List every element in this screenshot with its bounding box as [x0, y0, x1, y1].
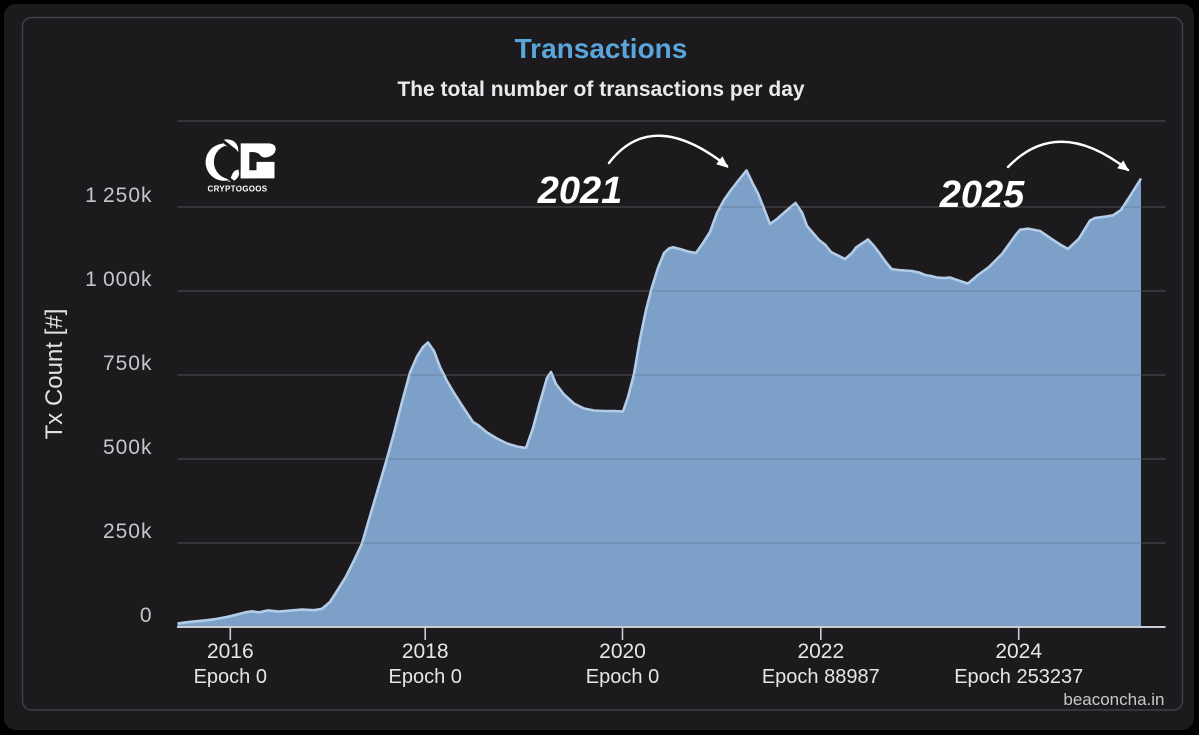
svg-text:250k: 250k [103, 520, 153, 543]
svg-text:Epoch 88987: Epoch 88987 [762, 666, 880, 688]
svg-text:2024: 2024 [995, 640, 1042, 663]
svg-text:2022: 2022 [797, 640, 844, 663]
svg-text:2021: 2021 [537, 170, 623, 212]
svg-text:0: 0 [140, 604, 153, 627]
svg-text:CRYPTOGOOS: CRYPTOGOOS [208, 185, 268, 194]
svg-text:750k: 750k [103, 352, 153, 375]
svg-text:2025: 2025 [939, 174, 1025, 216]
svg-text:2018: 2018 [402, 640, 449, 663]
svg-text:2020: 2020 [599, 640, 646, 663]
svg-text:2016: 2016 [207, 640, 254, 663]
svg-text:Tx Count [#]: Tx Count [#] [41, 309, 68, 440]
svg-text:Epoch 253237: Epoch 253237 [954, 666, 1083, 688]
svg-text:Epoch 0: Epoch 0 [586, 666, 659, 688]
svg-text:500k: 500k [103, 436, 153, 459]
svg-text:Epoch 0: Epoch 0 [194, 666, 267, 688]
svg-text:beaconcha.in: beaconcha.in [1063, 690, 1164, 709]
svg-text:Transactions: Transactions [515, 33, 688, 64]
svg-text:Epoch 0: Epoch 0 [389, 666, 462, 688]
svg-text:1 250k: 1 250k [85, 184, 152, 207]
svg-text:1 000k: 1 000k [85, 268, 152, 291]
svg-text:The total number of transactio: The total number of transactions per day [397, 78, 805, 101]
